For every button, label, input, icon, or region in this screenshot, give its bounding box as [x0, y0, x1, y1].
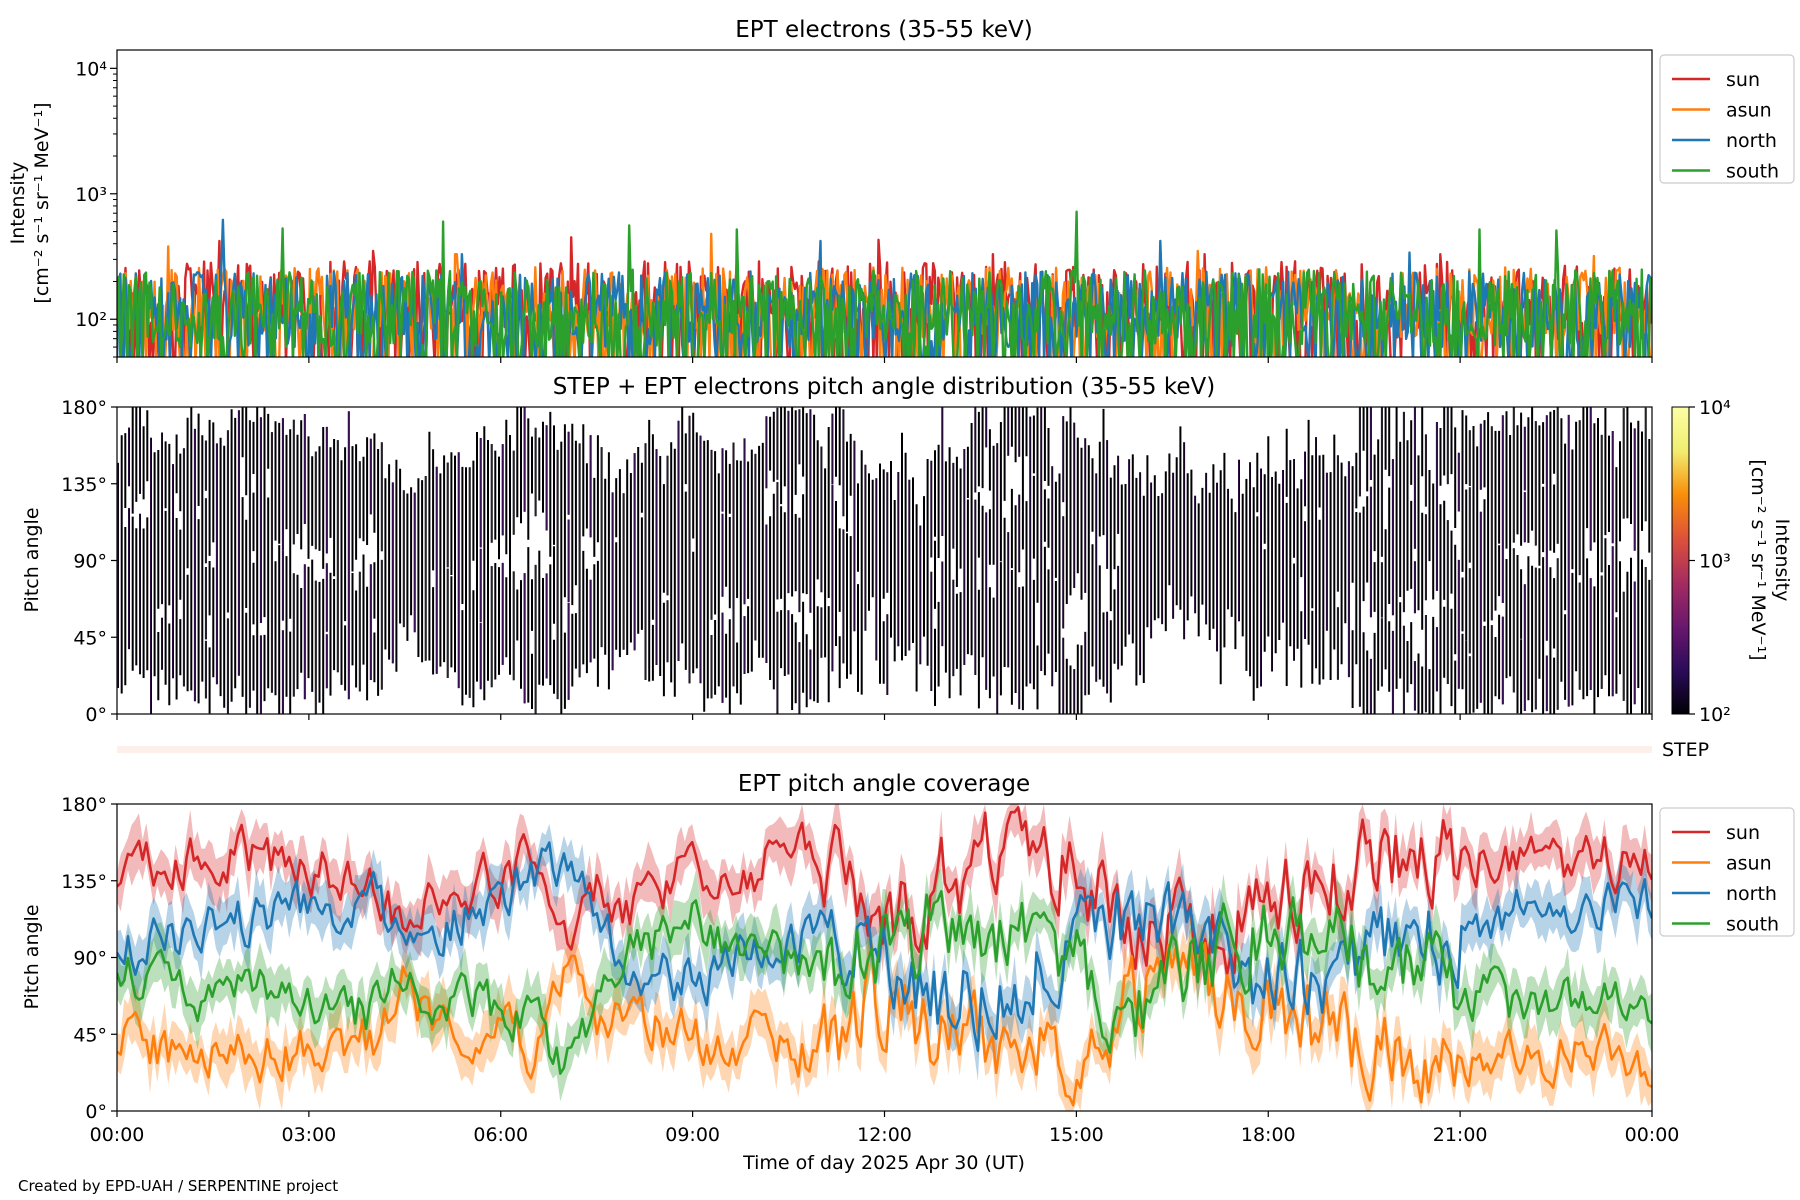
- colorbar: [1671, 406, 1690, 715]
- x-tick-label: 00:00: [90, 1124, 145, 1146]
- legend-box: [1659, 54, 1795, 184]
- y-tick-label: 0°: [85, 704, 107, 726]
- legend-label-north: north: [1726, 130, 1777, 152]
- legend-label-south: south: [1726, 161, 1779, 183]
- legend-label-sun: sun: [1726, 69, 1760, 91]
- x-tick-label: 00:00: [1625, 1124, 1680, 1146]
- y-tick-label: 135°: [61, 871, 107, 893]
- colorbar-tick-label: 10³: [1699, 551, 1731, 573]
- series-line-south: [117, 210, 1652, 357]
- y-tick-label: 0°: [85, 1101, 107, 1123]
- colorbar-tick-label: 10⁴: [1699, 397, 1731, 419]
- x-tick-label: 15:00: [1049, 1124, 1104, 1146]
- panel1-ylabel-line1: Intensity: [7, 162, 29, 245]
- panel2-heatmap: [117, 407, 1652, 714]
- colorbar-ticks: 10² 10³ 10⁴: [1689, 397, 1731, 726]
- legend-label-north: north: [1726, 883, 1777, 905]
- y-tick-label: 45°: [73, 1024, 107, 1046]
- legend-label-south: south: [1726, 914, 1779, 936]
- x-tick-label: 09:00: [665, 1124, 720, 1146]
- series-line-sun: [117, 806, 1652, 976]
- coverage-band-south: [117, 868, 1652, 1102]
- colorbar-tick-label: 10²: [1699, 704, 1731, 726]
- y-tick-label: 10²: [75, 309, 107, 331]
- series-line-north: [117, 841, 1652, 1052]
- y-tick-label: 10³: [75, 184, 107, 206]
- y-tick-label: 180°: [61, 794, 107, 816]
- x-tick-label: 06:00: [473, 1124, 528, 1146]
- intensity-panel: EPT electrons (35-55 keV) 10² 10³ 10⁴ Inte…: [7, 17, 1795, 363]
- step-coverage-strip: [117, 746, 1652, 753]
- y-tick-label: 90°: [73, 948, 107, 970]
- coverage-band-sun: [117, 804, 1652, 1001]
- y-tick-label: 180°: [61, 397, 107, 419]
- colorbar-label-line2: [cm⁻² s⁻¹ sr⁻¹ MeV⁻¹]: [1747, 459, 1769, 660]
- x-tick-label: 12:00: [857, 1124, 912, 1146]
- panel3-legend: sun asun north south: [1659, 807, 1795, 937]
- legend-box: [1659, 807, 1795, 937]
- panel3-title: EPT pitch angle coverage: [738, 771, 1030, 797]
- legend-label-asun: asun: [1726, 100, 1772, 122]
- heatmap-cell-edges: [117, 407, 1646, 714]
- panel2-title: STEP + EPT electrons pitch angle distrib…: [553, 374, 1215, 400]
- panel1-legend: sun asun north south: [1659, 54, 1795, 184]
- legend-label-sun: sun: [1726, 822, 1760, 844]
- legend-label-asun: asun: [1726, 853, 1772, 875]
- panel1-plot-area: [117, 210, 1652, 357]
- panel3-ylabel: Pitch angle: [21, 904, 43, 1009]
- panel3-plot-area: [117, 804, 1652, 1111]
- credit-text: Created by EPD-UAH / SERPENTINE project: [18, 1177, 338, 1195]
- x-axis-label: Time of day 2025 Apr 30 (UT): [742, 1152, 1025, 1174]
- panel2-ylabel: Pitch angle: [21, 507, 43, 612]
- pitch-angle-distribution-panel: STEP + EPT electrons pitch angle distrib…: [21, 374, 1793, 761]
- y-tick-label: 90°: [73, 551, 107, 573]
- colorbar-label-line1: Intensity: [1771, 519, 1793, 602]
- series-line-south: [117, 890, 1652, 1075]
- step-label: STEP: [1662, 739, 1709, 761]
- x-tick-label: 03:00: [281, 1124, 336, 1146]
- heatmap-cells: [117, 407, 1652, 714]
- y-tick-label: 10⁴: [75, 58, 107, 80]
- panel1-ylabel-line2: [cm⁻² s⁻¹ sr⁻¹ MeV⁻¹]: [31, 102, 53, 303]
- panel1-title: EPT electrons (35-55 keV): [735, 17, 1032, 43]
- x-tick-label: 18:00: [1241, 1124, 1296, 1146]
- series-line-asun: [117, 941, 1652, 1107]
- pitch-angle-coverage-panel: EPT pitch angle coverage 00:00 03:00 06:00…: [21, 771, 1795, 1174]
- x-tick-label: 21:00: [1433, 1124, 1488, 1146]
- y-tick-label: 45°: [73, 627, 107, 649]
- y-tick-label: 135°: [61, 474, 107, 496]
